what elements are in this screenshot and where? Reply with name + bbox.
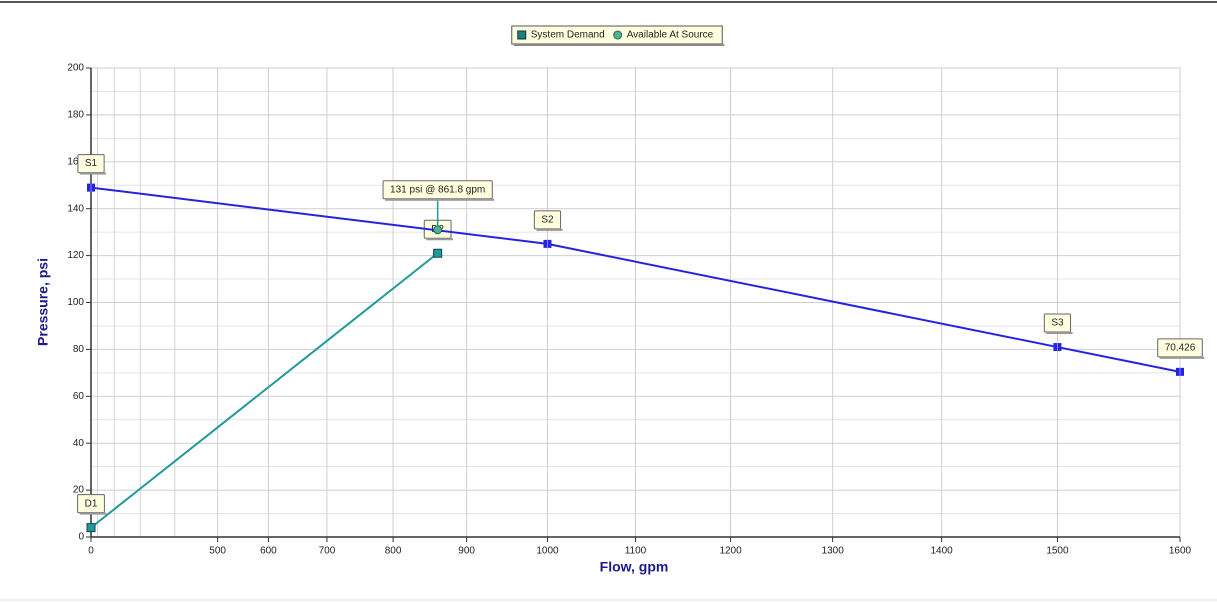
y-tick-label: 80 xyxy=(73,344,85,355)
point-label-shadow xyxy=(536,228,563,231)
point-marker xyxy=(433,248,443,258)
x-tick-label: 1000 xyxy=(536,546,559,557)
y-tick-label: 0 xyxy=(78,532,84,543)
y-tick-label: 100 xyxy=(67,297,84,308)
point-label-shadow xyxy=(79,172,107,175)
x-tick-label: 1500 xyxy=(1046,546,1069,557)
tooltip-shadow xyxy=(385,198,495,201)
point-marker xyxy=(433,225,443,235)
y-tick-label: 160 xyxy=(67,156,84,167)
y-tick-label: 140 xyxy=(67,203,84,214)
y-tick-label: 120 xyxy=(67,250,84,261)
tooltip-text: 131 psi @ 861.8 gpm xyxy=(390,184,485,195)
point-label: S1 xyxy=(77,154,107,175)
x-tick-label: 800 xyxy=(385,546,402,557)
series-line xyxy=(90,252,439,529)
x-tick-label: 1100 xyxy=(625,546,647,557)
point-label-text: S3 xyxy=(1051,318,1064,329)
legend-shadow xyxy=(513,44,725,46)
point-label: D1 xyxy=(77,494,107,515)
y-tick-label: 20 xyxy=(73,485,85,496)
y-tick-label: 60 xyxy=(73,391,85,402)
y-axis-title: Pressure, psi xyxy=(35,258,51,346)
point-label-shadow xyxy=(1046,332,1073,335)
point-label: 70.426 xyxy=(1157,338,1205,359)
y-tick-label: 180 xyxy=(67,110,84,121)
x-tick-label: 700 xyxy=(319,546,336,557)
x-tick-label: 1200 xyxy=(719,546,742,557)
x-tick-label: 0 xyxy=(88,546,94,557)
legend-marker xyxy=(613,30,623,40)
tooltip: 131 psi @ 861.8 gpm xyxy=(382,180,495,201)
legend-item: System Demand xyxy=(517,30,605,41)
y-tick-label: 200 xyxy=(67,63,84,74)
point-marker xyxy=(86,523,96,533)
point-label: S2 xyxy=(533,210,563,231)
x-tick-label: 1600 xyxy=(1169,546,1192,557)
legend-item: Available At Source xyxy=(613,30,714,41)
point-label-text: 70.426 xyxy=(1165,342,1196,353)
legend-label: Available At Source xyxy=(627,30,714,41)
x-tick-label: 1300 xyxy=(822,546,845,557)
point-label-shadow xyxy=(79,512,107,515)
x-axis-title: Flow, gpm xyxy=(600,559,669,575)
x-tick-label: 1400 xyxy=(931,546,954,557)
legend-label: System Demand xyxy=(531,30,605,41)
series-line xyxy=(90,186,1181,373)
x-tick-label: 600 xyxy=(260,546,277,557)
point-label-shadow xyxy=(1159,356,1205,359)
legend: System Demand Available At Source xyxy=(511,25,725,46)
y-tick-label: 40 xyxy=(73,438,85,449)
legend-marker xyxy=(517,30,527,40)
point-label: S3 xyxy=(1043,313,1073,335)
point-label-text: S2 xyxy=(541,215,554,226)
x-tick-label: 500 xyxy=(209,546,226,557)
x-tick-label: 900 xyxy=(458,546,475,557)
point-label-shadow xyxy=(426,238,454,241)
point-label-text: S1 xyxy=(85,158,98,169)
point-label-text: D1 xyxy=(85,498,98,509)
